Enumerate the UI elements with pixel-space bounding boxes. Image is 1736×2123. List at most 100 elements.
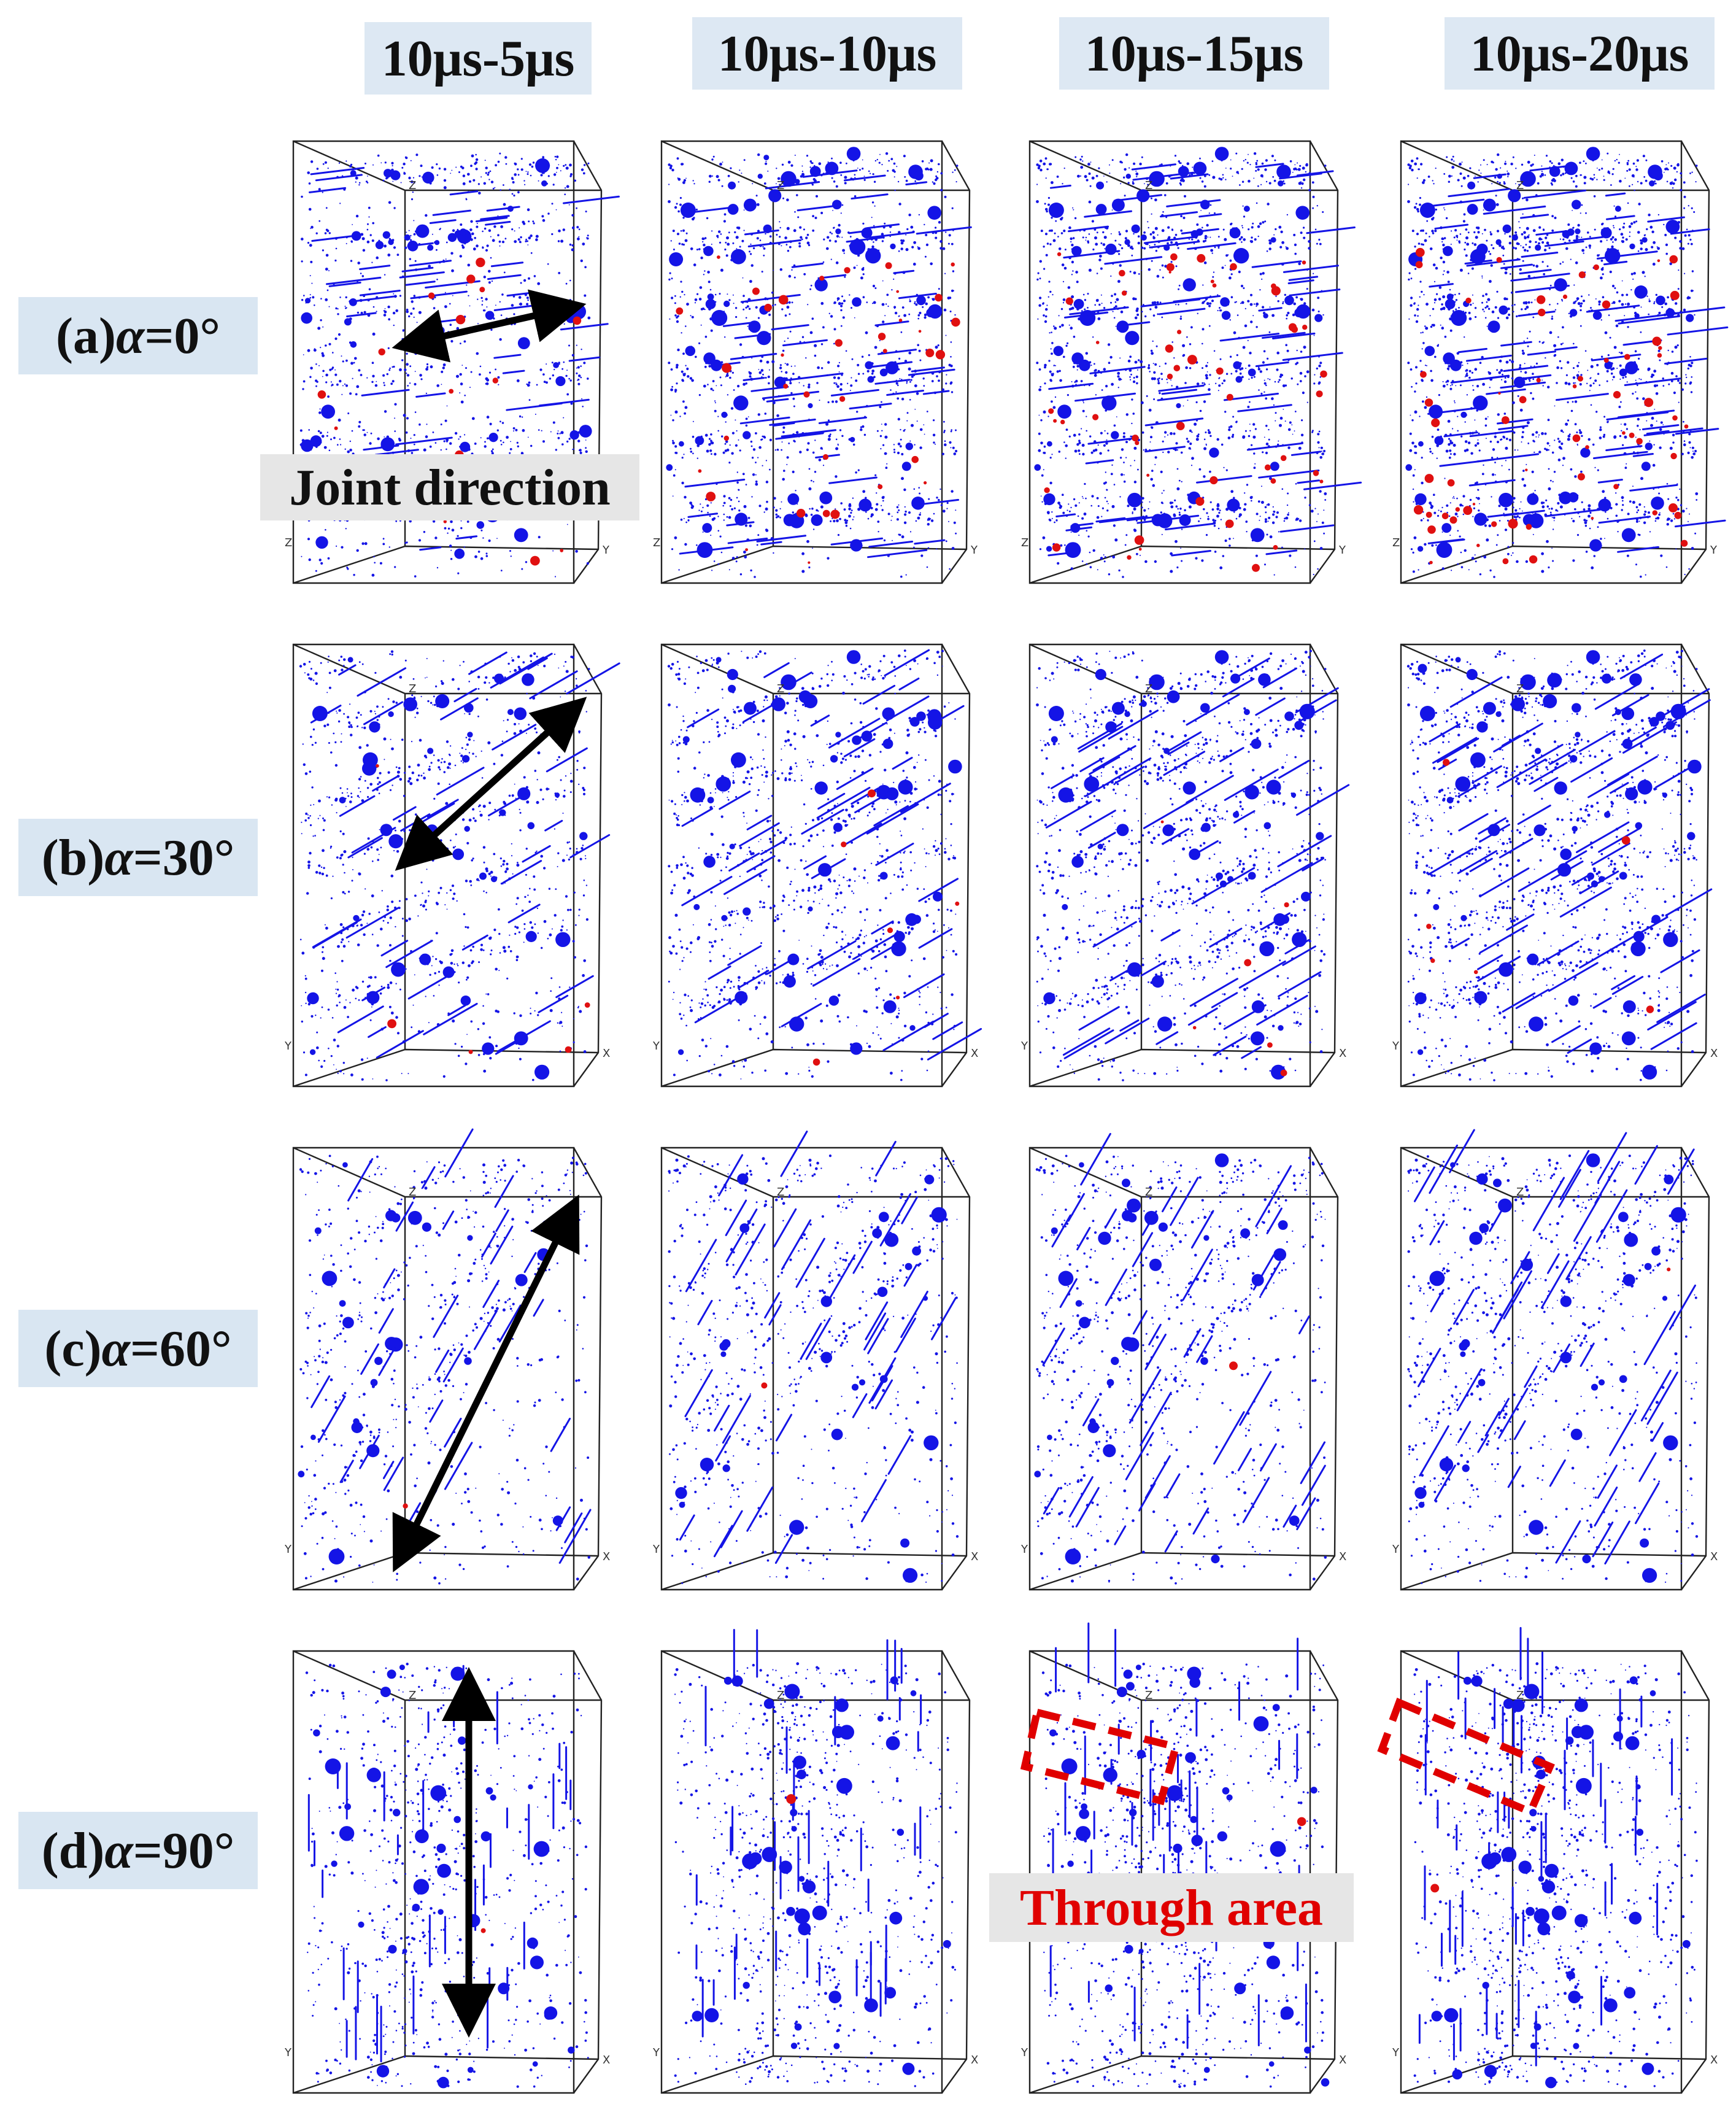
specimen-panel-c-2: Z X Y: [652, 1131, 978, 1591]
crack-streaks: [681, 649, 982, 1061]
axis-label-y: Y: [1392, 1543, 1400, 1556]
shear-cracks: [1044, 252, 1327, 572]
row-prefix: (c): [44, 1320, 102, 1377]
row-label-b: (b) α =30°: [18, 819, 258, 896]
axis-label-x: X: [971, 1047, 978, 1060]
specimen-box: [1400, 643, 1710, 1088]
axis-label-x: X: [971, 2054, 978, 2067]
row-angle: =90°: [133, 1822, 235, 1879]
axis-label-z: Z: [409, 1186, 416, 1199]
specimen-panel-b-3: Z X Y: [1020, 643, 1350, 1088]
specimen-panel-c-1: Z X Y: [284, 1128, 610, 1591]
crack-streaks: [695, 1629, 922, 2038]
axis-label-z: Z: [1145, 1689, 1152, 1702]
axis-label-x: X: [971, 1550, 978, 1563]
axis-label-x: X: [1339, 2054, 1346, 2067]
axis-label-x: X: [1339, 1047, 1346, 1060]
axis-label-z: Z: [1145, 179, 1152, 192]
axis-label-z: Z: [409, 1689, 416, 1702]
axis-label-y: Y: [1392, 1040, 1400, 1053]
shear-cracks: [1229, 1361, 1238, 1371]
axis-label-z: Z: [777, 1689, 784, 1702]
axis-label-x: X: [603, 2054, 610, 2067]
crack-streaks: [1045, 657, 1350, 1059]
specimen-panel-a-4: Z Y Z: [1392, 140, 1729, 584]
axis-label-z: Z: [777, 179, 784, 192]
axis-label-z: Z: [1145, 683, 1152, 695]
crack-streaks: [1042, 1132, 1326, 1553]
axis-label-x: X: [1710, 2054, 1718, 2067]
alpha-symbol: α: [101, 1320, 131, 1377]
specimen-panel-c-3: Z X Y: [1020, 1132, 1346, 1591]
axis-label-y: Y: [652, 1040, 660, 1053]
axis-label-z: Z: [1516, 1186, 1524, 1199]
axis-label-y: Z: [1392, 536, 1400, 549]
shear-cracks: [761, 1382, 768, 1389]
axis-label-z: Z: [1516, 1689, 1524, 1702]
shear-cracks: [676, 255, 960, 564]
specimen-box: [660, 1650, 971, 2094]
axis-label-y: Y: [1020, 1040, 1028, 1053]
crack-streaks: [1427, 654, 1713, 1054]
axis-label-z: Z: [777, 683, 784, 695]
specimen-box: [292, 140, 603, 584]
shear-cracks: [403, 1503, 408, 1509]
shear-cracks: [1413, 247, 1689, 565]
crack-cloud: [1406, 649, 1702, 1081]
axis-label-z: Z: [777, 1186, 784, 1199]
axis-label-x: Y: [1710, 544, 1718, 557]
axis-label-x: X: [1710, 1550, 1718, 1563]
axis-label-y: Z: [653, 536, 660, 549]
specimen-panel-b-1: Z X Y: [284, 643, 620, 1088]
specimen-panel-d-2: Z X Y: [652, 1629, 978, 2094]
axis-label-z: Z: [1516, 683, 1524, 695]
axis-label-y: Z: [1021, 536, 1028, 549]
column-header-4: 10μs-20μs: [1445, 17, 1715, 90]
axis-label-x: Y: [602, 544, 610, 557]
shear-cracks: [812, 789, 960, 1066]
crack-cloud: [1034, 1153, 1327, 1585]
shear-cracks: [376, 764, 590, 1054]
shear-cracks: [480, 1928, 486, 1933]
crack-streaks: [311, 1128, 592, 1564]
column-header-1: 10μs-5μs: [365, 22, 592, 95]
alpha-symbol: α: [104, 1822, 133, 1879]
crack-cloud: [298, 1154, 591, 1585]
axis-label-z: Z: [409, 683, 416, 695]
specimen-panel-a-1: Z Y Z: [285, 140, 620, 584]
crack-streaks: [1413, 1129, 1696, 1564]
crack-cloud: [666, 147, 959, 578]
crack-cloud: [1034, 147, 1327, 578]
crack-streaks: [1427, 165, 1729, 553]
crack-cloud: [1413, 1662, 1698, 2089]
axis-label-x: X: [1339, 1550, 1346, 1563]
column-header-2: 10μs-10μs: [692, 17, 962, 90]
axis-label-x: X: [1710, 1047, 1718, 1060]
specimen-panel-a-3: Z Y Z: [1021, 140, 1362, 584]
axis-label-z: Z: [409, 179, 416, 192]
crack-streaks: [679, 169, 972, 559]
row-label-c: (c) α =60°: [18, 1310, 258, 1387]
specimen-box: [292, 1650, 603, 2094]
crack-streaks: [1418, 1626, 1673, 2067]
shear-cracks: [1160, 820, 1289, 1077]
specimen-panel-b-4: Z X Y: [1392, 643, 1718, 1088]
specimen-box: [660, 643, 971, 1088]
axis-label-y: Y: [1392, 2046, 1400, 2059]
crack-streaks: [1047, 163, 1362, 557]
row-angle: =30°: [133, 829, 235, 886]
specimen-box: [660, 1147, 971, 1591]
crack-cloud: [1407, 1153, 1699, 1584]
shear-cracks: [1430, 1884, 1440, 1893]
shear-cracks: [1297, 1817, 1306, 1827]
specimen-panel-b-2: Z X Y: [652, 643, 982, 1088]
row-label-a: (a) α =0°: [18, 297, 258, 374]
specimen-box: [1400, 1147, 1710, 1591]
crack-streaks: [307, 1665, 572, 2063]
axis-label-z: Z: [1516, 179, 1524, 192]
row-label-d: (d) α =90°: [18, 1812, 258, 1889]
axis-label-y: Y: [284, 1040, 292, 1053]
shear-cracks: [1426, 759, 1654, 1013]
row-prefix: (b): [41, 829, 105, 886]
